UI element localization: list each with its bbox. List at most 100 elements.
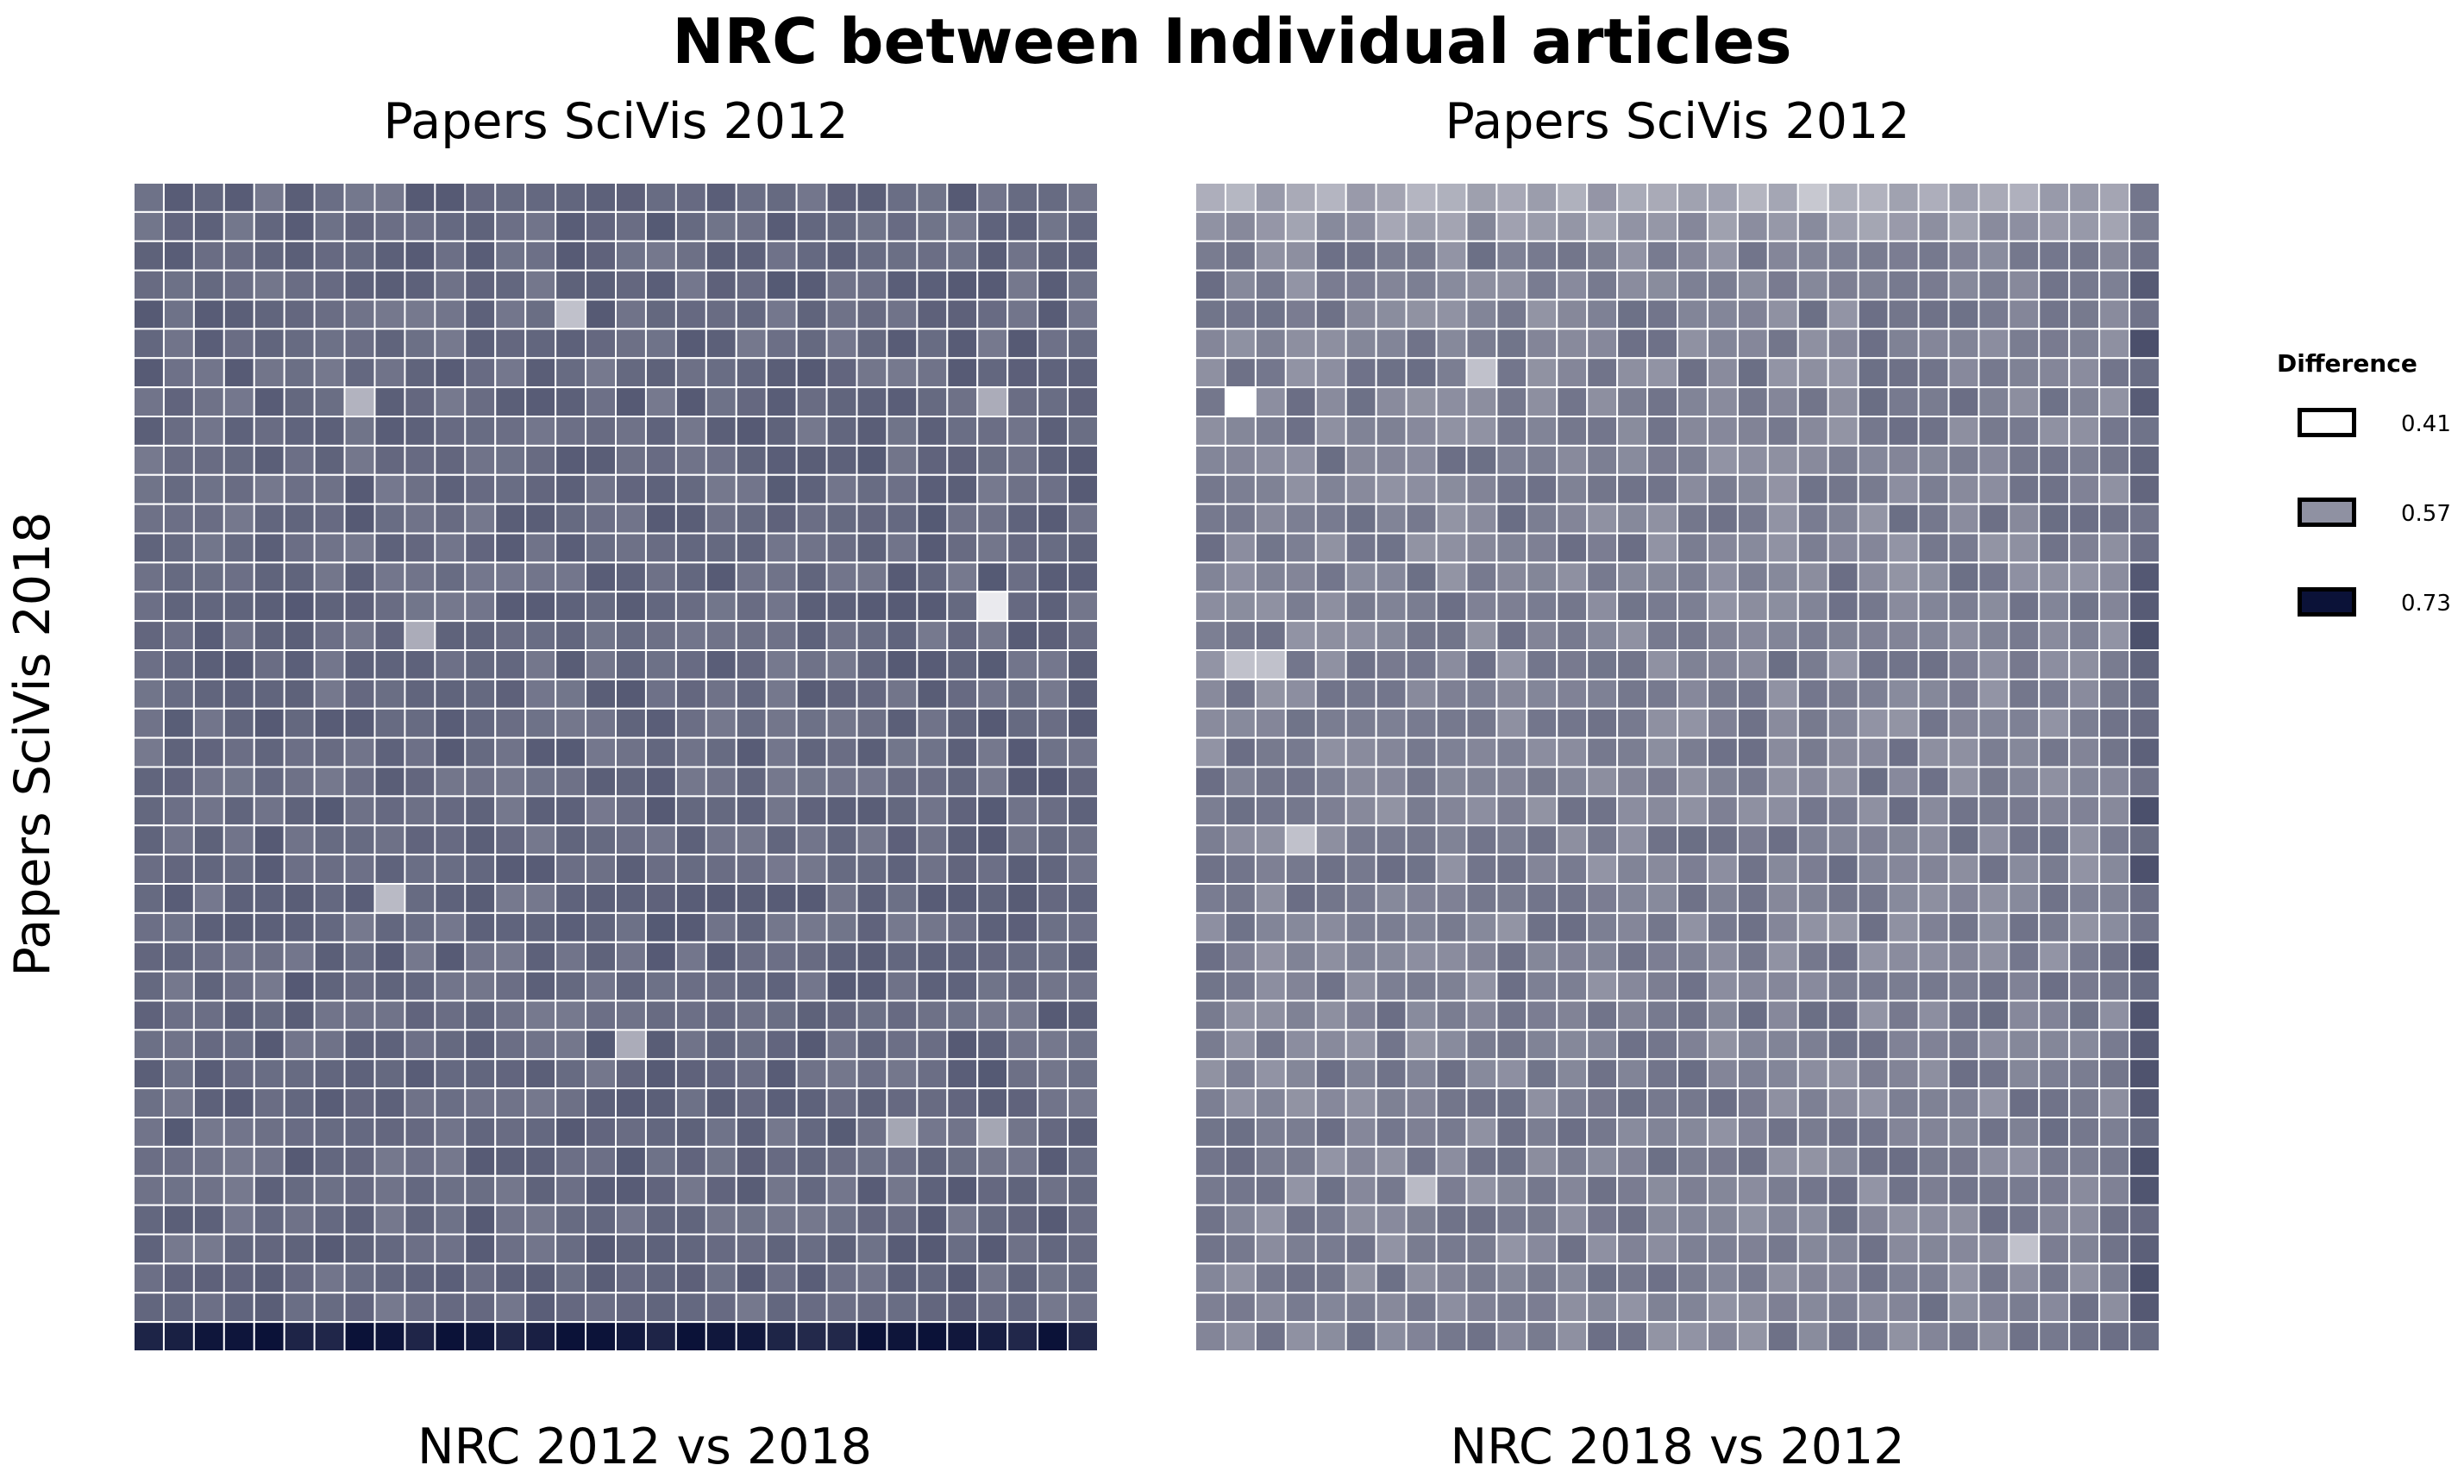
heatmap-cell — [1887, 766, 1920, 798]
heatmap-cell — [1284, 1321, 1317, 1351]
heatmap-cell — [644, 736, 677, 768]
heatmap-cell — [735, 1117, 768, 1148]
heatmap-cell — [1345, 240, 1377, 272]
heatmap-cell — [223, 240, 255, 272]
heatmap-cell — [1616, 328, 1649, 360]
heatmap-cell — [1677, 386, 1708, 418]
heatmap-cell — [1947, 1262, 1980, 1294]
legend-label-high: 0.73 — [2401, 591, 2451, 617]
heatmap-cell — [856, 298, 888, 330]
heatmap-cell — [223, 941, 255, 973]
heatmap-cell — [2129, 416, 2160, 447]
heatmap-cell — [856, 678, 888, 710]
heatmap-cell — [434, 328, 467, 360]
heatmap-cell — [1284, 649, 1317, 680]
heatmap-cell — [615, 678, 647, 710]
heatmap-cell — [856, 328, 888, 360]
heatmap-cell — [1195, 883, 1226, 914]
heatmap-cell — [886, 298, 919, 330]
heatmap-cell — [2098, 824, 2131, 856]
heatmap-cell — [1495, 766, 1528, 798]
heatmap-cell — [1556, 883, 1589, 914]
heatmap-cell — [524, 707, 557, 739]
heatmap-cell — [1887, 854, 1920, 886]
heatmap-cell — [555, 1174, 587, 1206]
heatmap-cell — [1706, 357, 1739, 389]
heatmap-cell — [1736, 183, 1769, 213]
heatmap-cell — [1345, 298, 1377, 330]
heatmap-cell — [1857, 357, 1890, 389]
heatmap-cell — [1254, 1174, 1287, 1206]
heatmap-cell — [1947, 503, 1980, 535]
heatmap-cell — [1796, 736, 1829, 768]
heatmap-cell — [1067, 911, 1098, 943]
heatmap-cell — [1224, 1145, 1257, 1177]
heatmap-cell — [494, 210, 527, 242]
heatmap-cell — [1857, 328, 1890, 360]
heatmap-cell — [825, 999, 858, 1031]
heatmap-cell — [162, 1029, 195, 1061]
heatmap-cell — [1978, 1087, 2010, 1119]
heatmap-cell — [1495, 1292, 1528, 1324]
heatmap-cell — [1067, 707, 1098, 739]
heatmap-cell — [705, 854, 737, 886]
heatmap-cell — [976, 1233, 1009, 1265]
heatmap-cell — [1827, 183, 1859, 213]
heatmap-cell — [856, 561, 888, 593]
heatmap-cell — [1736, 766, 1769, 798]
heatmap-cell — [555, 1204, 587, 1236]
heatmap-cell — [674, 561, 707, 593]
heatmap-cell — [373, 210, 406, 242]
heatmap-cell — [192, 854, 225, 886]
heatmap-cell — [1195, 298, 1226, 330]
heatmap-cell — [343, 532, 376, 564]
heatmap-cell — [1706, 1262, 1739, 1294]
heatmap-cell — [2068, 736, 2101, 768]
heatmap-cell — [1037, 766, 1069, 798]
heatmap-cell — [705, 1262, 737, 1294]
heatmap-cell — [856, 649, 888, 680]
heatmap-cell — [1827, 444, 1859, 476]
heatmap-cell — [1736, 328, 1769, 360]
heatmap-cell — [1616, 707, 1649, 739]
heatmap-cell — [1887, 795, 1920, 827]
heatmap-cell — [1646, 766, 1678, 798]
heatmap-cell — [765, 911, 798, 943]
heatmap-cell — [2129, 1321, 2160, 1351]
heatmap-cell — [2008, 736, 2041, 768]
heatmap-cell — [1435, 1145, 1468, 1177]
heatmap-cell — [313, 240, 346, 272]
heatmap-cell — [253, 1087, 285, 1119]
heatmap-cell — [1947, 269, 1980, 301]
heatmap-cell — [1677, 1117, 1708, 1148]
heatmap-cell — [825, 883, 858, 914]
heatmap-cell — [134, 183, 165, 213]
heatmap-cell — [644, 1058, 677, 1090]
heatmap-cell — [1375, 649, 1408, 680]
heatmap-cell — [1796, 1058, 1829, 1090]
heatmap-cell — [2038, 328, 2071, 360]
heatmap-cell — [192, 1145, 225, 1177]
heatmap-cell — [134, 883, 165, 914]
heatmap-cell — [856, 795, 888, 827]
heatmap-cell — [705, 1029, 737, 1061]
heatmap-cell — [1526, 298, 1558, 330]
heatmap-cell — [735, 298, 768, 330]
heatmap-cell — [674, 766, 707, 798]
heatmap-cell — [253, 416, 285, 447]
heatmap-cell — [134, 970, 165, 1002]
heatmap-cell — [1224, 357, 1257, 389]
heatmap-cell — [1405, 766, 1438, 798]
heatmap-cell — [434, 999, 467, 1031]
heatmap-cell — [343, 854, 376, 886]
heatmap-cell — [1978, 883, 2010, 914]
heatmap-cell — [162, 883, 195, 914]
heatmap-cell — [1736, 795, 1769, 827]
heatmap-cell — [735, 649, 768, 680]
heatmap-cell — [1526, 620, 1558, 652]
heatmap-cell — [1037, 1174, 1069, 1206]
heatmap-cell — [1495, 298, 1528, 330]
heatmap-cell — [434, 1058, 467, 1090]
heatmap-cell — [1857, 795, 1890, 827]
heatmap-cell — [1405, 1262, 1438, 1294]
